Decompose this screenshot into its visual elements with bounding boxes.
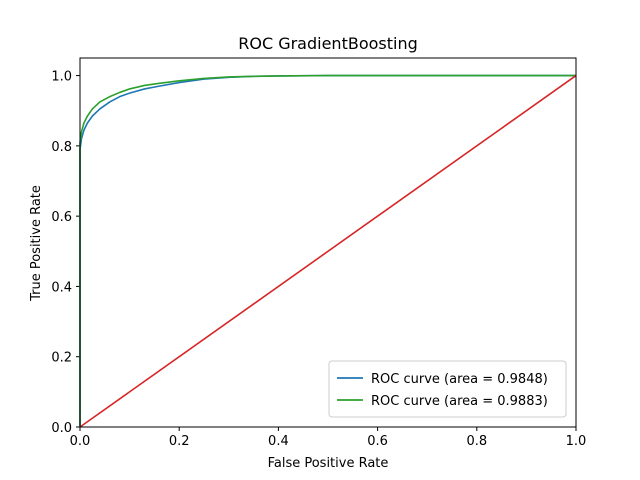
y-tick-label: 0.0: [51, 421, 72, 436]
x-tick-label: 0.0: [70, 434, 91, 449]
x-tick-label: 0.2: [169, 434, 190, 449]
y-tick-label: 0.2: [51, 351, 72, 366]
legend-label: ROC curve (area = 0.9883): [371, 394, 548, 409]
legend: ROC curve (area = 0.9848) ROC curve (area…: [328, 360, 567, 418]
chart-title: ROC GradientBoosting: [238, 34, 418, 53]
plot-frame: [79, 57, 577, 428]
x-tick-label: 0.6: [367, 434, 388, 449]
y-tick-label: 0.8: [51, 140, 72, 155]
x-axis-label: False Positive Rate: [268, 456, 389, 471]
series-lines: [79, 74, 577, 428]
x-tick-label: 0.4: [268, 434, 289, 449]
y-tick-label: 0.4: [51, 280, 72, 295]
x-axis-ticks: 0.0 0.2 0.4 0.6 0.8 1.0: [70, 427, 587, 449]
y-tick-label: 0.6: [51, 210, 72, 225]
legend-box: [328, 360, 567, 418]
y-axis-ticks: 0.0 0.2 0.4 0.6 0.8 1.0: [51, 70, 80, 436]
series-line-2: [79, 74, 576, 427]
y-axis-label: True Positive Rate: [29, 185, 44, 302]
x-tick-label: 1.0: [566, 434, 587, 449]
y-tick-label: 1.0: [51, 70, 72, 85]
series-line-3: [79, 74, 577, 428]
legend-label: ROC curve (area = 0.9848): [371, 372, 548, 387]
x-tick-label: 0.8: [466, 434, 487, 449]
